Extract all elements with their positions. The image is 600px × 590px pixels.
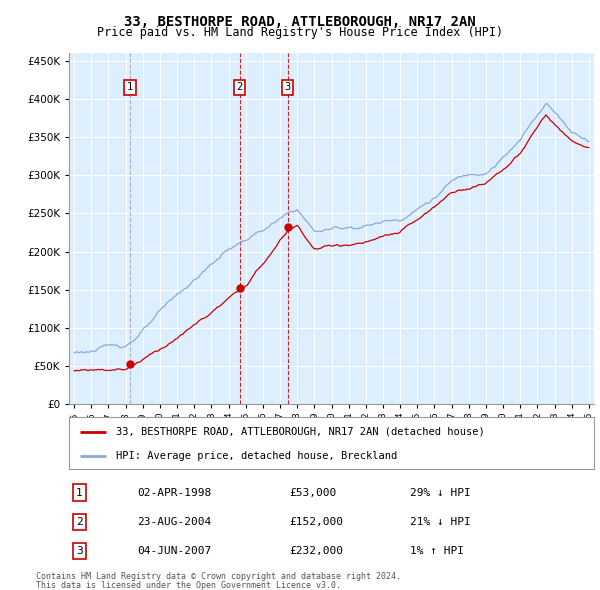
Text: 04-JUN-2007: 04-JUN-2007 [137, 546, 212, 556]
Text: 3: 3 [284, 83, 291, 93]
Text: This data is licensed under the Open Government Licence v3.0.: This data is licensed under the Open Gov… [36, 581, 341, 589]
Text: £152,000: £152,000 [290, 517, 343, 527]
Text: Contains HM Land Registry data © Crown copyright and database right 2024.: Contains HM Land Registry data © Crown c… [36, 572, 401, 581]
Text: 1% ↑ HPI: 1% ↑ HPI [410, 546, 464, 556]
Text: 21% ↓ HPI: 21% ↓ HPI [410, 517, 471, 527]
Text: HPI: Average price, detached house, Breckland: HPI: Average price, detached house, Brec… [116, 451, 398, 461]
Text: 29% ↓ HPI: 29% ↓ HPI [410, 487, 471, 497]
Text: 33, BESTHORPE ROAD, ATTLEBOROUGH, NR17 2AN (detached house): 33, BESTHORPE ROAD, ATTLEBOROUGH, NR17 2… [116, 427, 485, 437]
Text: 1: 1 [127, 83, 133, 93]
Text: 02-APR-1998: 02-APR-1998 [137, 487, 212, 497]
Text: 23-AUG-2004: 23-AUG-2004 [137, 517, 212, 527]
Text: 1: 1 [76, 487, 83, 497]
Text: Price paid vs. HM Land Registry's House Price Index (HPI): Price paid vs. HM Land Registry's House … [97, 26, 503, 39]
Text: 33, BESTHORPE ROAD, ATTLEBOROUGH, NR17 2AN: 33, BESTHORPE ROAD, ATTLEBOROUGH, NR17 2… [124, 15, 476, 29]
Text: £53,000: £53,000 [290, 487, 337, 497]
Text: 2: 2 [236, 83, 243, 93]
Text: 2: 2 [76, 517, 83, 527]
Text: 3: 3 [76, 546, 83, 556]
Text: £232,000: £232,000 [290, 546, 343, 556]
